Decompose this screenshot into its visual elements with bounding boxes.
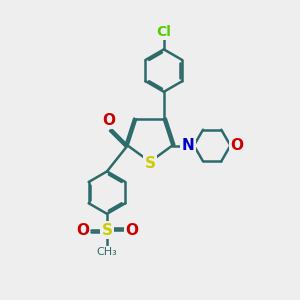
Text: O: O <box>230 138 243 153</box>
Text: N: N <box>182 138 194 153</box>
Text: O: O <box>125 223 138 238</box>
Text: O: O <box>102 113 115 128</box>
Text: S: S <box>101 223 112 238</box>
Text: O: O <box>76 223 89 238</box>
Text: S: S <box>145 156 155 171</box>
Text: Cl: Cl <box>156 25 171 39</box>
Text: CH₃: CH₃ <box>97 247 117 257</box>
